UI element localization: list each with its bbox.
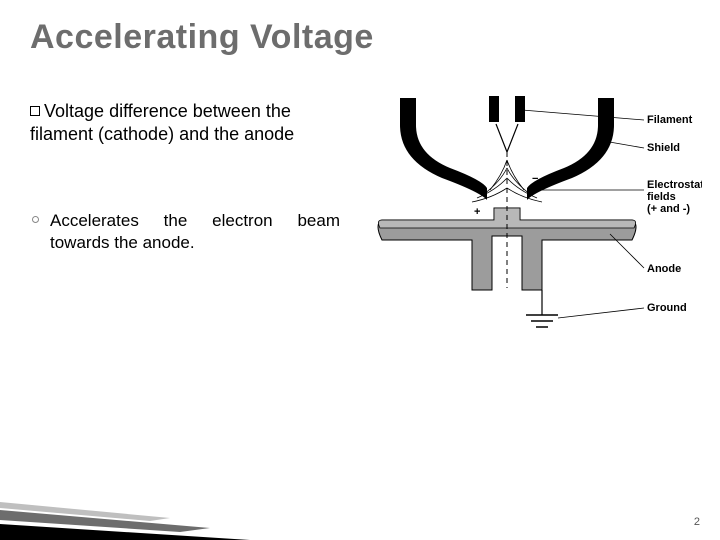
bullet-main: Voltage difference between the filament … xyxy=(30,100,340,145)
fields-label-2: fields xyxy=(647,191,676,203)
decor-streaks xyxy=(0,480,320,540)
sub-bullet: Accelerates the electron beam towards th… xyxy=(50,210,340,254)
anode-label: Anode xyxy=(647,263,681,275)
minus-label: − xyxy=(532,173,538,185)
slide-title: Accelerating Voltage xyxy=(30,18,374,57)
electron-gun-diagram: − + Filament Shield Electrostatic fields… xyxy=(372,90,702,355)
square-bullet-icon xyxy=(30,106,40,116)
shield-label: Shield xyxy=(647,142,680,154)
sub-bullet-text: Accelerates the electron beam towards th… xyxy=(50,211,340,252)
page-number: 2 xyxy=(694,516,700,528)
fields-label-1: Electrostatic xyxy=(647,179,702,191)
ground-label: Ground xyxy=(647,302,687,314)
fields-label-3: (+ and -) xyxy=(647,203,690,215)
plus-label: + xyxy=(474,206,480,218)
filament-label: Filament xyxy=(647,114,693,126)
ring-bullet-icon xyxy=(32,216,39,223)
bullet-lead: Voltage xyxy=(44,101,104,121)
